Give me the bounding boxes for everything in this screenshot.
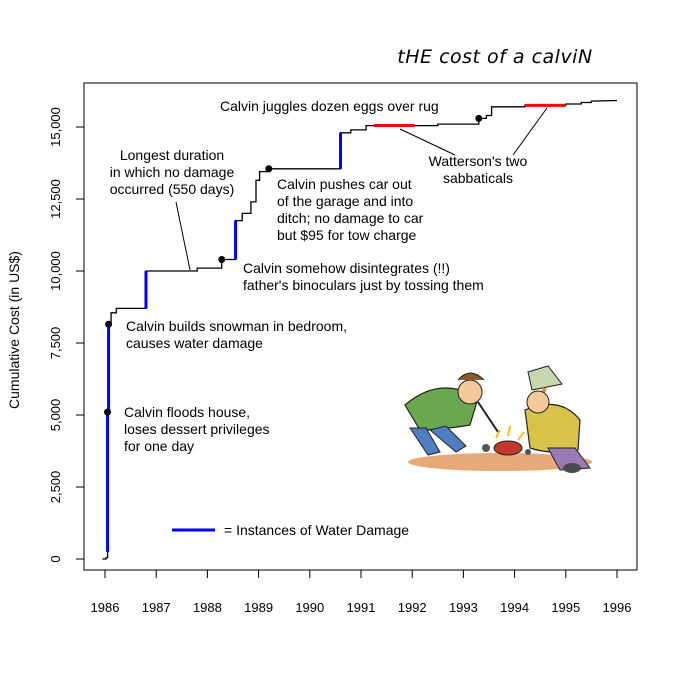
x-tick-label: 1990 — [295, 600, 324, 615]
annotation-line: of the garage and into — [277, 193, 413, 209]
axes: 1986 1987 1988 1989 1990 1991 1992 1993 1994 1995… — [48, 107, 631, 615]
x-tick-label: 1986 — [91, 600, 120, 615]
callout-line: occurred (550 days) — [110, 181, 235, 197]
y-tick-label: 5,000 — [48, 399, 63, 432]
callout-line: Longest duration — [120, 147, 224, 163]
event-annotation-car: Calvin pushes car out of the garage and … — [277, 176, 424, 243]
x-tick-label: 1995 — [551, 600, 580, 615]
annotation-line: ditch; no damage to car — [277, 210, 424, 226]
callout-longest-duration: Longest duration in which no damage occu… — [110, 147, 235, 197]
annotation-line: Calvin juggles dozen eggs over rug — [220, 98, 439, 114]
annotation-line: father's binoculars just by tossing them — [243, 277, 484, 293]
annotation-line: Calvin somehow disintegrates (!!) — [243, 260, 450, 276]
water-damage-segments — [106, 132, 343, 552]
x-tick-label: 1992 — [398, 600, 427, 615]
x-tick-label: 1989 — [244, 600, 273, 615]
event-annotation-eggs: Calvin juggles dozen eggs over rug — [220, 98, 439, 114]
y-tick-label: 15,000 — [48, 107, 63, 147]
annotation-line: for one day — [124, 438, 194, 454]
y-axis-label: Cumulative Cost (in US$) — [6, 251, 22, 409]
y-tick-label: 0 — [48, 555, 63, 562]
chart-title: tHE cost of a calviN — [397, 46, 592, 68]
x-tick-label: 1996 — [603, 600, 632, 615]
legend-label: = Instances of Water Damage — [224, 522, 409, 538]
callout-leader-longest — [175, 201, 191, 271]
event-annotation-flood: Calvin floods house, loses dessert privi… — [124, 404, 270, 454]
callout-leader-sabbatical-2 — [512, 107, 548, 156]
event-annotation-snowman: Calvin builds snowman in bedroom, causes… — [126, 318, 347, 351]
calvin-and-father-cartoon — [404, 365, 592, 473]
event-annotation-binoculars: Calvin somehow disintegrates (!!) father… — [243, 260, 484, 293]
annotation-line: loses dessert privileges — [124, 421, 270, 437]
annotation-line: Calvin builds snowman in bedroom, — [126, 318, 347, 334]
annotation-line: Calvin floods house, — [124, 404, 250, 420]
annotation-line: Calvin pushes car out — [277, 176, 412, 192]
callout-leader-sabbatical-1 — [399, 128, 456, 156]
legend: = Instances of Water Damage — [172, 522, 409, 538]
x-tick-label: 1987 — [142, 600, 171, 615]
callout-line: in which no damage — [110, 164, 235, 180]
callout-line: Watterson's two — [429, 153, 528, 169]
x-tick-label: 1993 — [449, 600, 478, 615]
y-tick-label: 2,500 — [48, 471, 63, 504]
event-point — [105, 320, 113, 328]
event-point — [218, 255, 226, 263]
event-points — [104, 114, 483, 416]
x-tick-label: 1994 — [500, 600, 529, 615]
y-tick-label: 12,500 — [48, 179, 63, 219]
y-tick-label: 10,000 — [48, 251, 63, 291]
y-tick-label: 7,500 — [48, 327, 63, 360]
event-point — [265, 165, 273, 173]
event-point — [475, 114, 483, 122]
x-tick-label: 1988 — [193, 600, 222, 615]
callout-sabbaticals: Watterson's two sabbaticals — [429, 153, 528, 186]
event-point — [104, 408, 112, 416]
sabbatical-segments — [373, 103, 566, 128]
annotation-line: but $95 for tow charge — [277, 227, 417, 243]
x-tick-label: 1991 — [347, 600, 376, 615]
annotation-line: causes water damage — [126, 335, 263, 351]
callout-line: sabbaticals — [443, 170, 513, 186]
